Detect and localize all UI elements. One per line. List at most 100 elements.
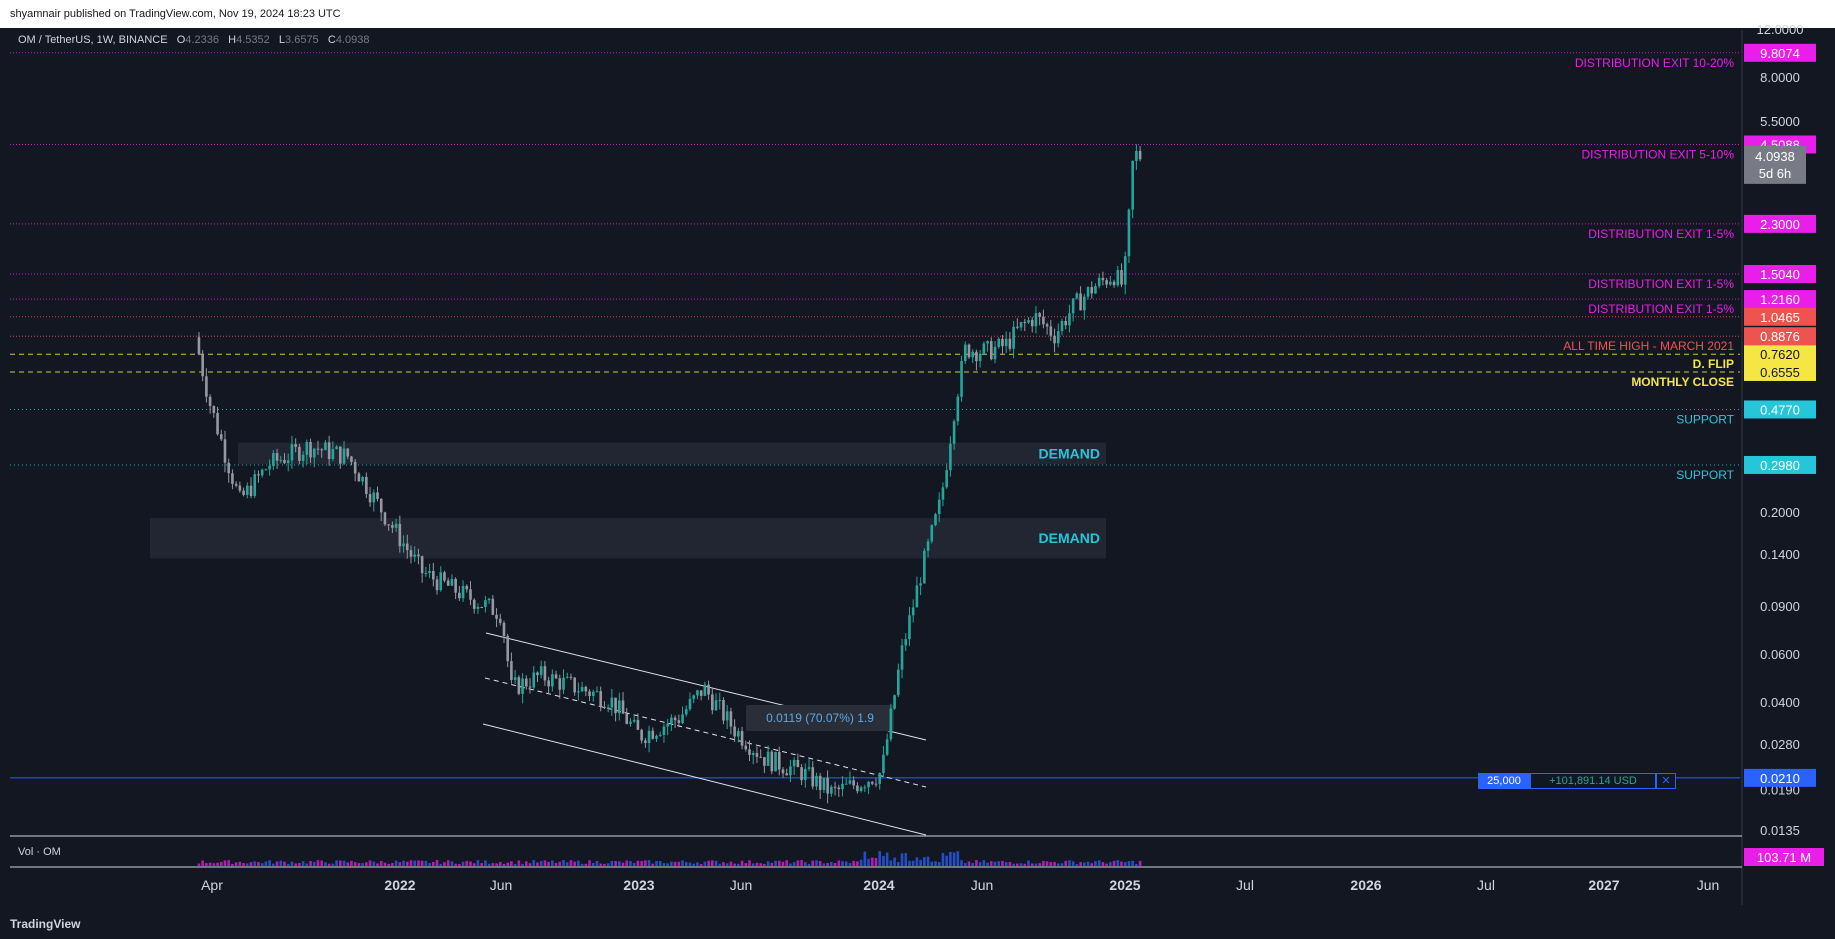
candle-body <box>748 749 751 755</box>
candle-body <box>740 731 744 746</box>
level-price-text: 0.8876 <box>1760 329 1800 344</box>
volume-bar <box>197 863 201 866</box>
candle-body <box>960 361 963 397</box>
candle-body <box>1053 335 1056 344</box>
volume-bar <box>212 863 216 866</box>
candle-body <box>216 412 219 435</box>
candle-body <box>361 476 364 482</box>
volume-bar <box>863 851 867 866</box>
volume-bar <box>376 863 379 866</box>
level-label: DISTRIBUTION EXIT 1-5% <box>1588 302 1734 316</box>
volume-bar <box>692 863 696 866</box>
position-badge[interactable]: 25,000 +101,891.14 USD ✕ <box>1478 773 1676 789</box>
candle-body <box>417 554 420 557</box>
candle-body <box>777 751 781 770</box>
candle-body <box>525 678 528 687</box>
candle-body <box>472 599 476 609</box>
volume-bar <box>923 857 926 866</box>
candle-body <box>915 585 919 608</box>
candle-body <box>212 406 216 413</box>
volume-bar <box>792 862 796 866</box>
candle-body <box>446 580 450 586</box>
time-tick-label: Apr <box>201 877 223 893</box>
candle-body <box>945 470 948 488</box>
volume-bar <box>294 863 297 866</box>
candle-body <box>603 706 606 709</box>
candle-body <box>539 666 543 676</box>
candle-body <box>312 448 316 458</box>
time-tick-label: 2025 <box>1109 877 1140 893</box>
candle-body <box>279 459 283 461</box>
candle-body <box>606 707 610 709</box>
candle-body <box>763 757 766 766</box>
candle-body <box>692 695 696 699</box>
volume-bar <box>286 863 290 866</box>
candle-body <box>591 691 595 697</box>
candle-body <box>800 767 803 781</box>
candle-body <box>662 726 666 735</box>
candle-body <box>629 721 632 724</box>
volume-bar <box>651 863 655 866</box>
candle-body <box>1042 316 1045 325</box>
volume-bar <box>205 863 208 866</box>
candle-body <box>1004 338 1008 347</box>
price-tick-label: 0.0135 <box>1760 823 1800 838</box>
candle-body <box>651 730 655 739</box>
volume-bar <box>257 861 260 866</box>
candle-body <box>1094 286 1097 294</box>
volume-bar <box>804 862 807 866</box>
volume-bar <box>565 862 569 866</box>
volume-bar <box>856 861 859 866</box>
candle-body <box>346 448 350 457</box>
candle-body <box>911 607 915 616</box>
volume-bar <box>487 863 491 866</box>
volume-bar <box>1120 861 1123 866</box>
candle-body <box>342 448 346 464</box>
candle-body <box>688 698 692 710</box>
candle-body <box>1064 320 1068 326</box>
volume-bar <box>353 862 357 866</box>
volume-bar <box>513 863 517 866</box>
volume-bar <box>982 860 986 866</box>
candle-body <box>491 598 495 615</box>
candle-body <box>978 353 982 362</box>
candle-body <box>379 498 383 513</box>
volume-bar <box>937 862 941 866</box>
time-tick-label: 2022 <box>384 877 415 893</box>
candle-body <box>461 585 465 599</box>
candle-body <box>1109 281 1112 285</box>
level-label: SUPPORT <box>1676 468 1734 482</box>
candle-body <box>934 514 937 526</box>
volume-bar <box>870 857 874 866</box>
volume-bar <box>558 861 562 866</box>
candle-body <box>331 449 335 460</box>
candle-body <box>327 442 331 460</box>
volume-bar <box>424 860 428 866</box>
volume-bar <box>978 862 982 866</box>
candle-body <box>227 462 231 474</box>
candle-body <box>428 570 431 573</box>
candle-body <box>439 572 443 591</box>
volume-bar <box>629 861 632 866</box>
candle-body <box>923 550 926 584</box>
volume-bar <box>658 861 662 866</box>
price-tick-label: 5.5000 <box>1760 114 1800 129</box>
symbol-legend: OM / TetherUS, 1W, BINANCE O4.2336 H4.53… <box>18 34 369 46</box>
volume-bar <box>1027 860 1030 866</box>
candle-body <box>618 700 621 714</box>
volume-bar <box>1109 862 1112 866</box>
volume-bar <box>458 863 461 866</box>
level-price-text: 0.2980 <box>1760 458 1800 473</box>
candle-body <box>1071 298 1075 314</box>
close-position-icon[interactable]: ✕ <box>1656 773 1676 789</box>
volume-bar <box>465 860 469 866</box>
candle-body <box>1105 280 1108 285</box>
candle-body <box>502 622 506 636</box>
volume-bar <box>591 863 595 866</box>
publish-bar: shyamnair published on TradingView.com, … <box>0 0 1835 28</box>
candle-body <box>506 635 510 662</box>
volume-bar <box>272 863 275 866</box>
candle-body <box>409 550 413 557</box>
candle-body <box>737 731 740 737</box>
